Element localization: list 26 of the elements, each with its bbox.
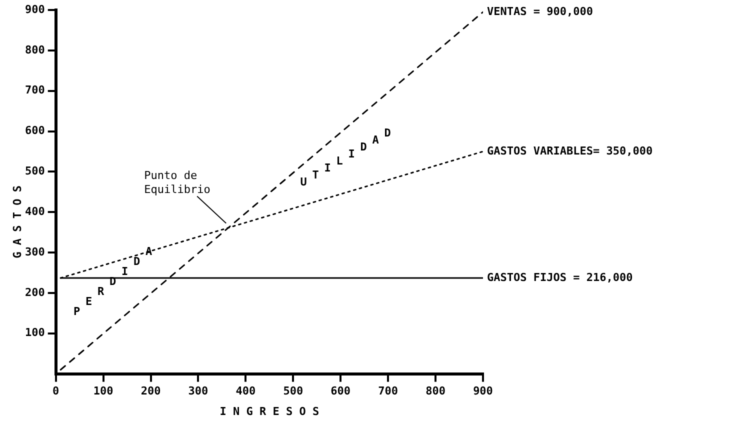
x-tick-label: 100 [93, 384, 114, 398]
x-tick-label: 800 [426, 384, 446, 398]
y-tick-label: 400 [24, 204, 45, 218]
y-axis-title: G A S T O S [10, 185, 24, 258]
x-tick-label: 300 [188, 384, 208, 398]
y-tick-label: 700 [24, 84, 45, 97]
y-tick-label: 900 [24, 2, 45, 16]
y-tick-label: 300 [24, 245, 45, 258]
y-tick-label: 600 [24, 124, 45, 138]
y-tick-label: 100 [24, 326, 45, 340]
x-axis-title: I N G R E S O S [220, 404, 320, 418]
annotation: U T I L I D A D [300, 126, 392, 189]
x-tick-label: 400 [236, 384, 256, 398]
annotation: Punto de Equilibrio [144, 169, 210, 196]
series-label: GASTOS VARIABLES= 350,000 [487, 144, 653, 158]
x-tick-label: 0 [52, 384, 60, 398]
series-label: VENTAS = 900,000 [487, 4, 593, 18]
y-tick-label: 800 [24, 43, 45, 56]
x-tick-label: 700 [378, 384, 398, 398]
x-tick-label: 500 [283, 384, 304, 398]
x-tick-label: 200 [140, 384, 161, 398]
series-label: GASTOS FIJOS = 216,000 [487, 270, 633, 284]
x-tick-label: 900 [473, 384, 493, 398]
y-tick-label: 500 [24, 164, 45, 178]
y-tick-label: 200 [24, 286, 45, 299]
x-tick-label: 600 [330, 384, 351, 398]
